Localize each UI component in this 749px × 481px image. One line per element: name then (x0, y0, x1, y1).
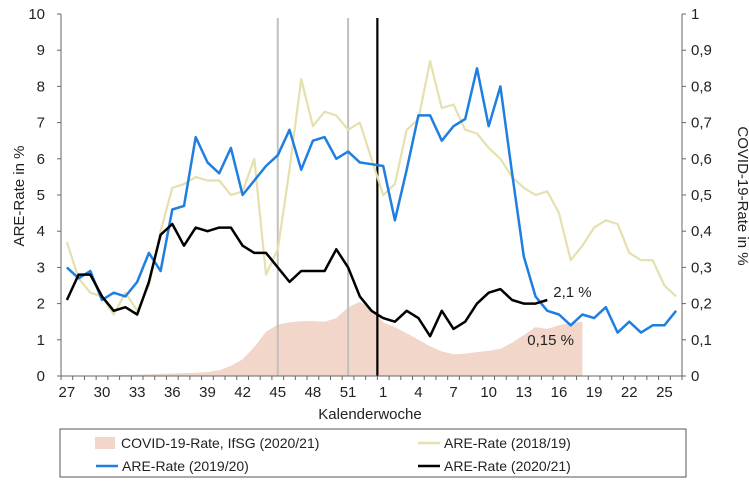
y2-axis-title: COVID-19-Rate in % (734, 126, 749, 265)
legend-swatch-covid (95, 437, 115, 449)
y2-tick-label: 0,7 (691, 115, 712, 132)
x-axis-title: Kalenderwoche (318, 406, 421, 423)
y2-tick-label: 0,1 (691, 332, 712, 349)
y2-tick-label: 0,3 (691, 259, 712, 276)
x-tick-label: 30 (94, 384, 111, 401)
x-tick-label: 22 (621, 384, 638, 401)
y-tick-label: 10 (28, 6, 45, 23)
y-tick-label: 5 (37, 187, 45, 204)
y-tick-label: 7 (37, 115, 45, 132)
x-tick-label: 10 (480, 384, 497, 401)
x-tick-label: 7 (449, 384, 457, 401)
y-axis-title: ARE-Rate in % (11, 146, 28, 247)
x-tick-label: 1 (379, 384, 387, 401)
y-tick-label: 4 (37, 223, 45, 240)
legend-label-are-2018: ARE-Rate (2018/19) (444, 435, 571, 451)
y2-tick-label: 0,2 (691, 296, 712, 313)
x-tick-label: 36 (164, 384, 181, 401)
x-tick-label: 39 (199, 384, 216, 401)
x-tick-label: 48 (305, 384, 322, 401)
y2-tick-label: 1 (691, 6, 699, 23)
x-tick-label: 51 (340, 384, 357, 401)
y2-tick-label: 0,5 (691, 187, 712, 204)
x-tick-label: 42 (234, 384, 251, 401)
y-tick-label: 0 (37, 368, 45, 385)
y-tick-label: 3 (37, 259, 45, 276)
annotation-2: 0,15 % (527, 332, 574, 349)
y2-tick-label: 0 (691, 368, 699, 385)
annotation-1: 2,1 % (553, 284, 591, 301)
y-tick-label: 8 (37, 78, 45, 95)
legend-label-are-2019: ARE-Rate (2019/20) (122, 458, 249, 474)
y-tick-label: 9 (37, 42, 45, 59)
x-tick-label: 45 (269, 384, 286, 401)
y2-tick-label: 0,9 (691, 42, 712, 59)
series-line-1 (65, 59, 677, 316)
y2-tick-label: 0,6 (691, 151, 712, 168)
x-tick-label: 4 (414, 384, 422, 401)
series-line-3 (65, 222, 548, 338)
y-tick-label: 2 (37, 296, 45, 313)
y2-tick-label: 0,4 (691, 223, 712, 240)
legend-label-are-2020: ARE-Rate (2020/21) (444, 458, 571, 474)
y2-tick-label: 0,8 (691, 78, 712, 95)
x-tick-label: 19 (586, 384, 603, 401)
legend: COVID-19-Rate, IfSG (2020/21) ARE-Rate (… (59, 428, 687, 478)
y-tick-label: 1 (37, 332, 45, 349)
plot-area: 2,1 % 0,15 % (65, 18, 678, 376)
series-area-covid (66, 301, 583, 376)
x-tick-label: 16 (551, 384, 568, 401)
x-tick-label: 13 (515, 384, 532, 401)
x-tick-label: 33 (129, 384, 146, 401)
x-tick-label: 25 (656, 384, 673, 401)
x-tick-label: 27 (59, 384, 76, 401)
series-line-2 (66, 67, 678, 334)
axes: 01234567891000,10,20,30,40,50,60,70,80,9… (28, 6, 712, 401)
legend-label-covid: COVID-19-Rate, IfSG (2020/21) (121, 435, 319, 451)
legend-frame (59, 428, 687, 478)
y-tick-label: 6 (37, 151, 45, 168)
